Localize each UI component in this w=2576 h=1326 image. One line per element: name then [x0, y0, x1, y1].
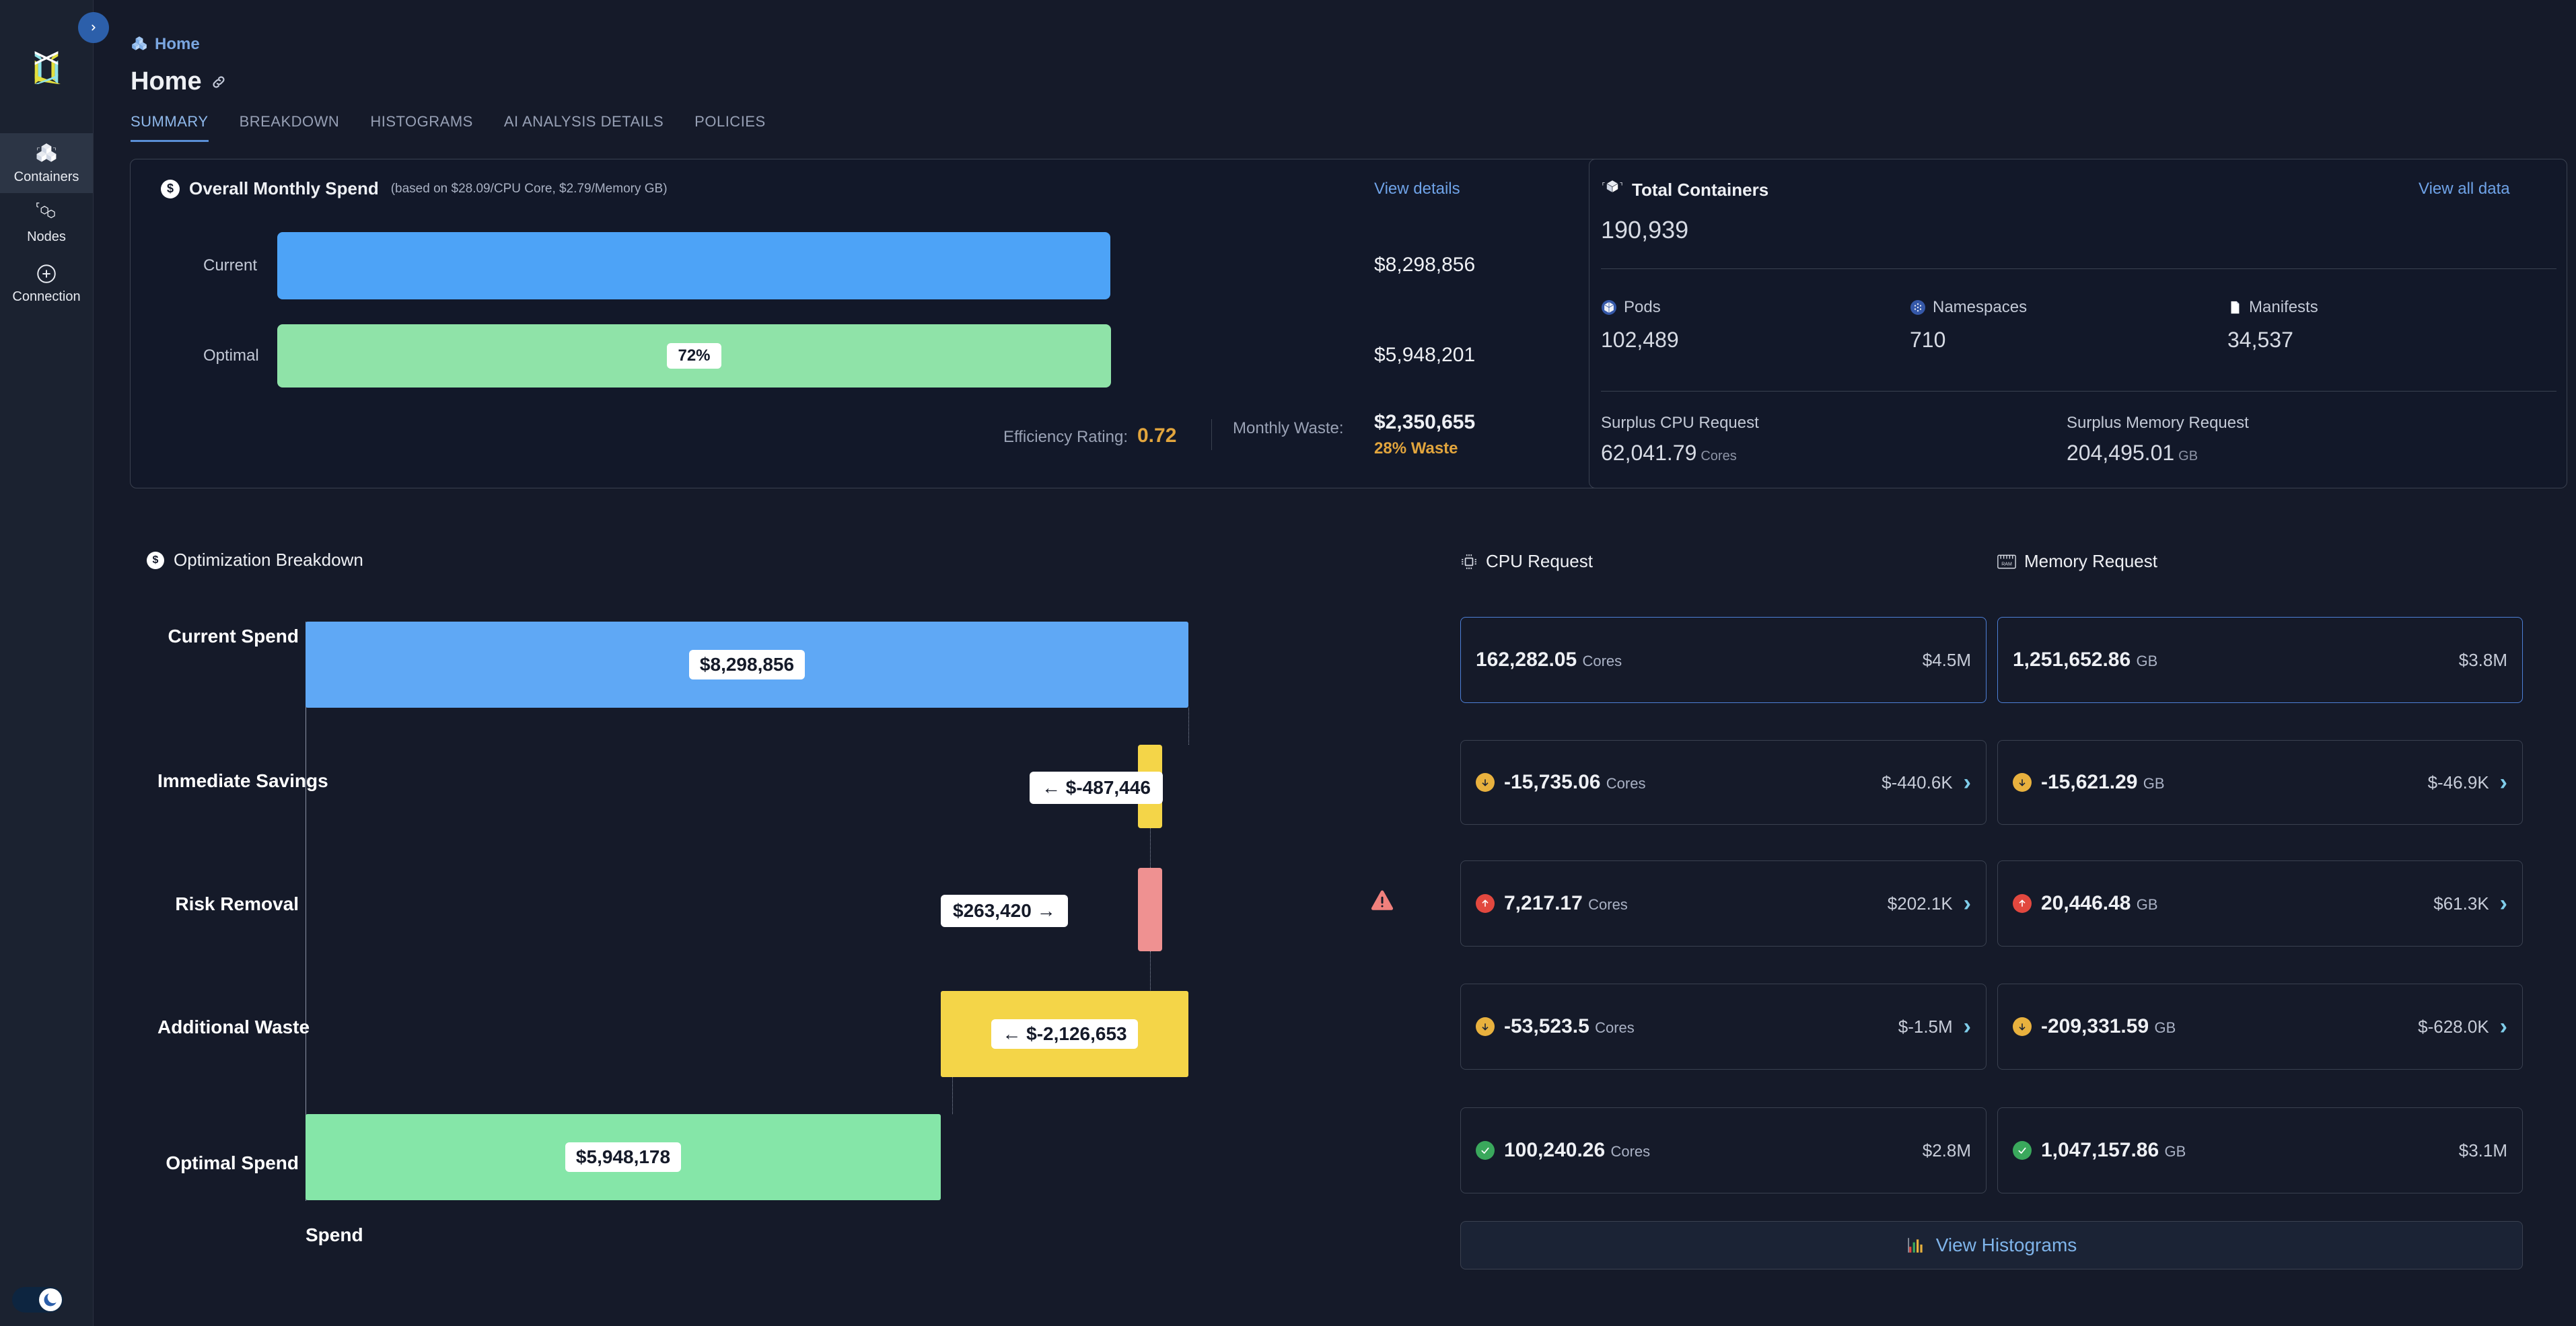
svg-text:RAM: RAM — [2001, 562, 2012, 566]
